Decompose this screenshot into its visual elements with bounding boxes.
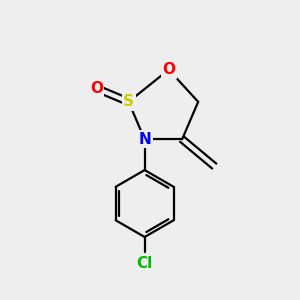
Text: Cl: Cl bbox=[136, 256, 153, 271]
Text: O: O bbox=[90, 81, 103, 96]
Text: N: N bbox=[138, 132, 151, 147]
Text: O: O bbox=[162, 62, 175, 77]
Text: S: S bbox=[123, 94, 134, 109]
